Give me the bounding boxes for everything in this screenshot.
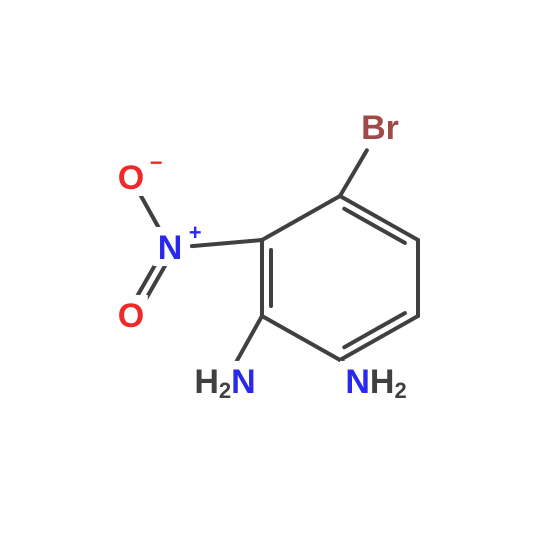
atom-label: N xyxy=(158,229,183,267)
bond xyxy=(340,316,418,360)
atom-O1: O− xyxy=(114,150,162,197)
atom-label: O xyxy=(118,297,144,335)
bond xyxy=(340,150,367,196)
atom-NH2a: H2N xyxy=(189,361,261,403)
atom-label: O xyxy=(118,159,144,197)
bond xyxy=(262,196,340,240)
bond xyxy=(262,316,340,360)
atom-Br: Br xyxy=(351,107,410,147)
atom-label: Br xyxy=(361,109,399,147)
bond xyxy=(340,196,418,240)
charge: + xyxy=(189,220,202,245)
atom-O2: O xyxy=(114,295,148,335)
atom-NH2b: NH2 xyxy=(340,361,412,403)
bond xyxy=(236,316,262,363)
atom-Nplus: N+ xyxy=(153,220,201,267)
charge: − xyxy=(150,150,163,175)
bond xyxy=(192,240,262,246)
